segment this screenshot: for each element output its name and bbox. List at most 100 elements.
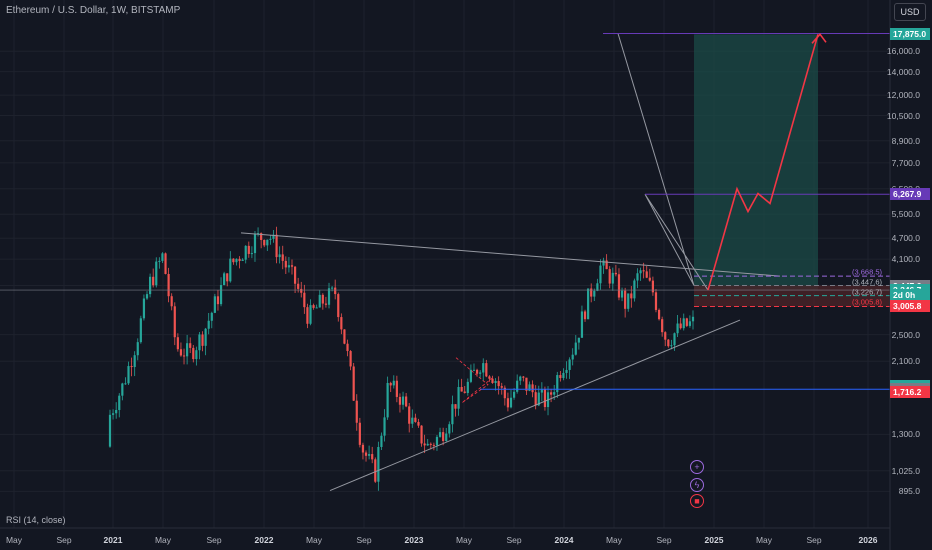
y-tick-label: 2,100.0 [891, 356, 920, 367]
candle-body [580, 311, 584, 338]
candle-body [611, 272, 614, 284]
candle-body [121, 383, 124, 396]
candle-body [519, 376, 522, 381]
currency-button[interactable]: USD [894, 3, 926, 21]
candle-body [429, 443, 432, 445]
lightning-icon[interactable]: ϟ [690, 478, 704, 492]
profit-zone [694, 34, 818, 291]
candle-body [201, 334, 204, 346]
candle-body [531, 384, 534, 393]
candle-body [503, 387, 506, 399]
candle-body [284, 260, 287, 268]
candle-body [590, 288, 593, 297]
candle-body [648, 277, 651, 281]
candle-body [389, 382, 392, 386]
candle-body [583, 311, 587, 320]
candle-body [633, 280, 636, 299]
candle-body [309, 305, 312, 324]
candle-body [676, 323, 679, 334]
candle-body [192, 347, 195, 360]
target-zone [694, 34, 890, 307]
candle-body [312, 305, 315, 308]
candle-body [358, 422, 361, 445]
candle-body [263, 239, 266, 246]
candle-body [133, 355, 136, 368]
candle-body [401, 396, 405, 405]
candle-body [426, 443, 429, 446]
price-badge: 17,875.0 [890, 28, 930, 41]
candle-body [136, 342, 139, 356]
x-tick-label: 2025 [704, 535, 724, 545]
candle-body [435, 436, 439, 446]
candle-body [642, 270, 645, 272]
candle-body [186, 343, 189, 357]
candle-body [559, 375, 562, 379]
candle-body [630, 293, 633, 299]
candle-body [432, 444, 435, 446]
candle-body [627, 293, 630, 309]
pattern-drawing [455, 357, 495, 404]
candle-body [553, 392, 556, 395]
candle-body [506, 398, 510, 408]
x-tick-label: May [455, 535, 473, 545]
candle-body [423, 443, 426, 446]
candle-body [124, 383, 127, 385]
candle-body [130, 366, 133, 368]
price-badge: 6,267.9 [890, 188, 930, 201]
candle-body [213, 296, 216, 313]
flag-icon[interactable]: ■ [690, 494, 704, 508]
projection-arrowhead [811, 33, 827, 44]
candle-body [593, 290, 596, 297]
candle-body [512, 391, 516, 398]
candle-body [281, 254, 284, 261]
candle-body [167, 273, 170, 297]
x-tick-label: Sep [656, 535, 672, 545]
candle-body [395, 380, 398, 397]
candle-body [602, 260, 605, 266]
candle-body [108, 414, 112, 447]
x-tick-label: May [5, 535, 23, 545]
y-tick-label: 4,700.0 [891, 233, 920, 244]
candle-body [657, 309, 661, 320]
candle-body [293, 266, 297, 284]
x-tick-label: May [305, 535, 323, 545]
candle-body [565, 369, 568, 373]
candle-body [380, 435, 383, 447]
candle-body [463, 391, 466, 393]
candle-body [260, 233, 263, 240]
price-badge: 2d 0h [890, 288, 930, 301]
candle-body [300, 288, 303, 293]
candle-body [614, 272, 617, 275]
candle-body [624, 290, 627, 309]
candle-body [386, 382, 389, 418]
y-tick-label: 5,500.0 [891, 209, 920, 220]
candle-body [241, 259, 244, 262]
candle-body [528, 384, 531, 391]
y-tick-label: 1,300.0 [891, 429, 920, 440]
candle-body [540, 389, 543, 393]
candle-body [562, 372, 565, 379]
candle-body [460, 386, 463, 392]
candle-body [330, 287, 334, 289]
candle-body [155, 261, 158, 286]
candle-body [272, 234, 275, 239]
price-badge: 3,005.8 [890, 300, 930, 313]
candle-body [115, 410, 118, 414]
candle-body [574, 342, 577, 355]
zone-label: (3,668.5) [851, 267, 882, 277]
rsi-indicator-label[interactable]: RSI (14, close) [6, 515, 66, 525]
candle-body [509, 397, 513, 408]
candle-body [269, 238, 272, 240]
y-tick-label: 16,000.0 [886, 46, 920, 57]
candle-body [442, 432, 445, 441]
plus-circle-icon[interactable]: + [690, 460, 704, 474]
candle-body [494, 381, 497, 383]
chart-title: Ethereum / U.S. Dollar, 1W, BITSTAMP [6, 5, 181, 16]
candle-body [315, 307, 318, 309]
y-tick-label: 2,500.0 [891, 329, 920, 340]
price-badge: 1,716.2 [890, 386, 930, 399]
candle-body [207, 320, 210, 329]
candle-body [667, 339, 670, 347]
support-trendline [329, 319, 741, 492]
